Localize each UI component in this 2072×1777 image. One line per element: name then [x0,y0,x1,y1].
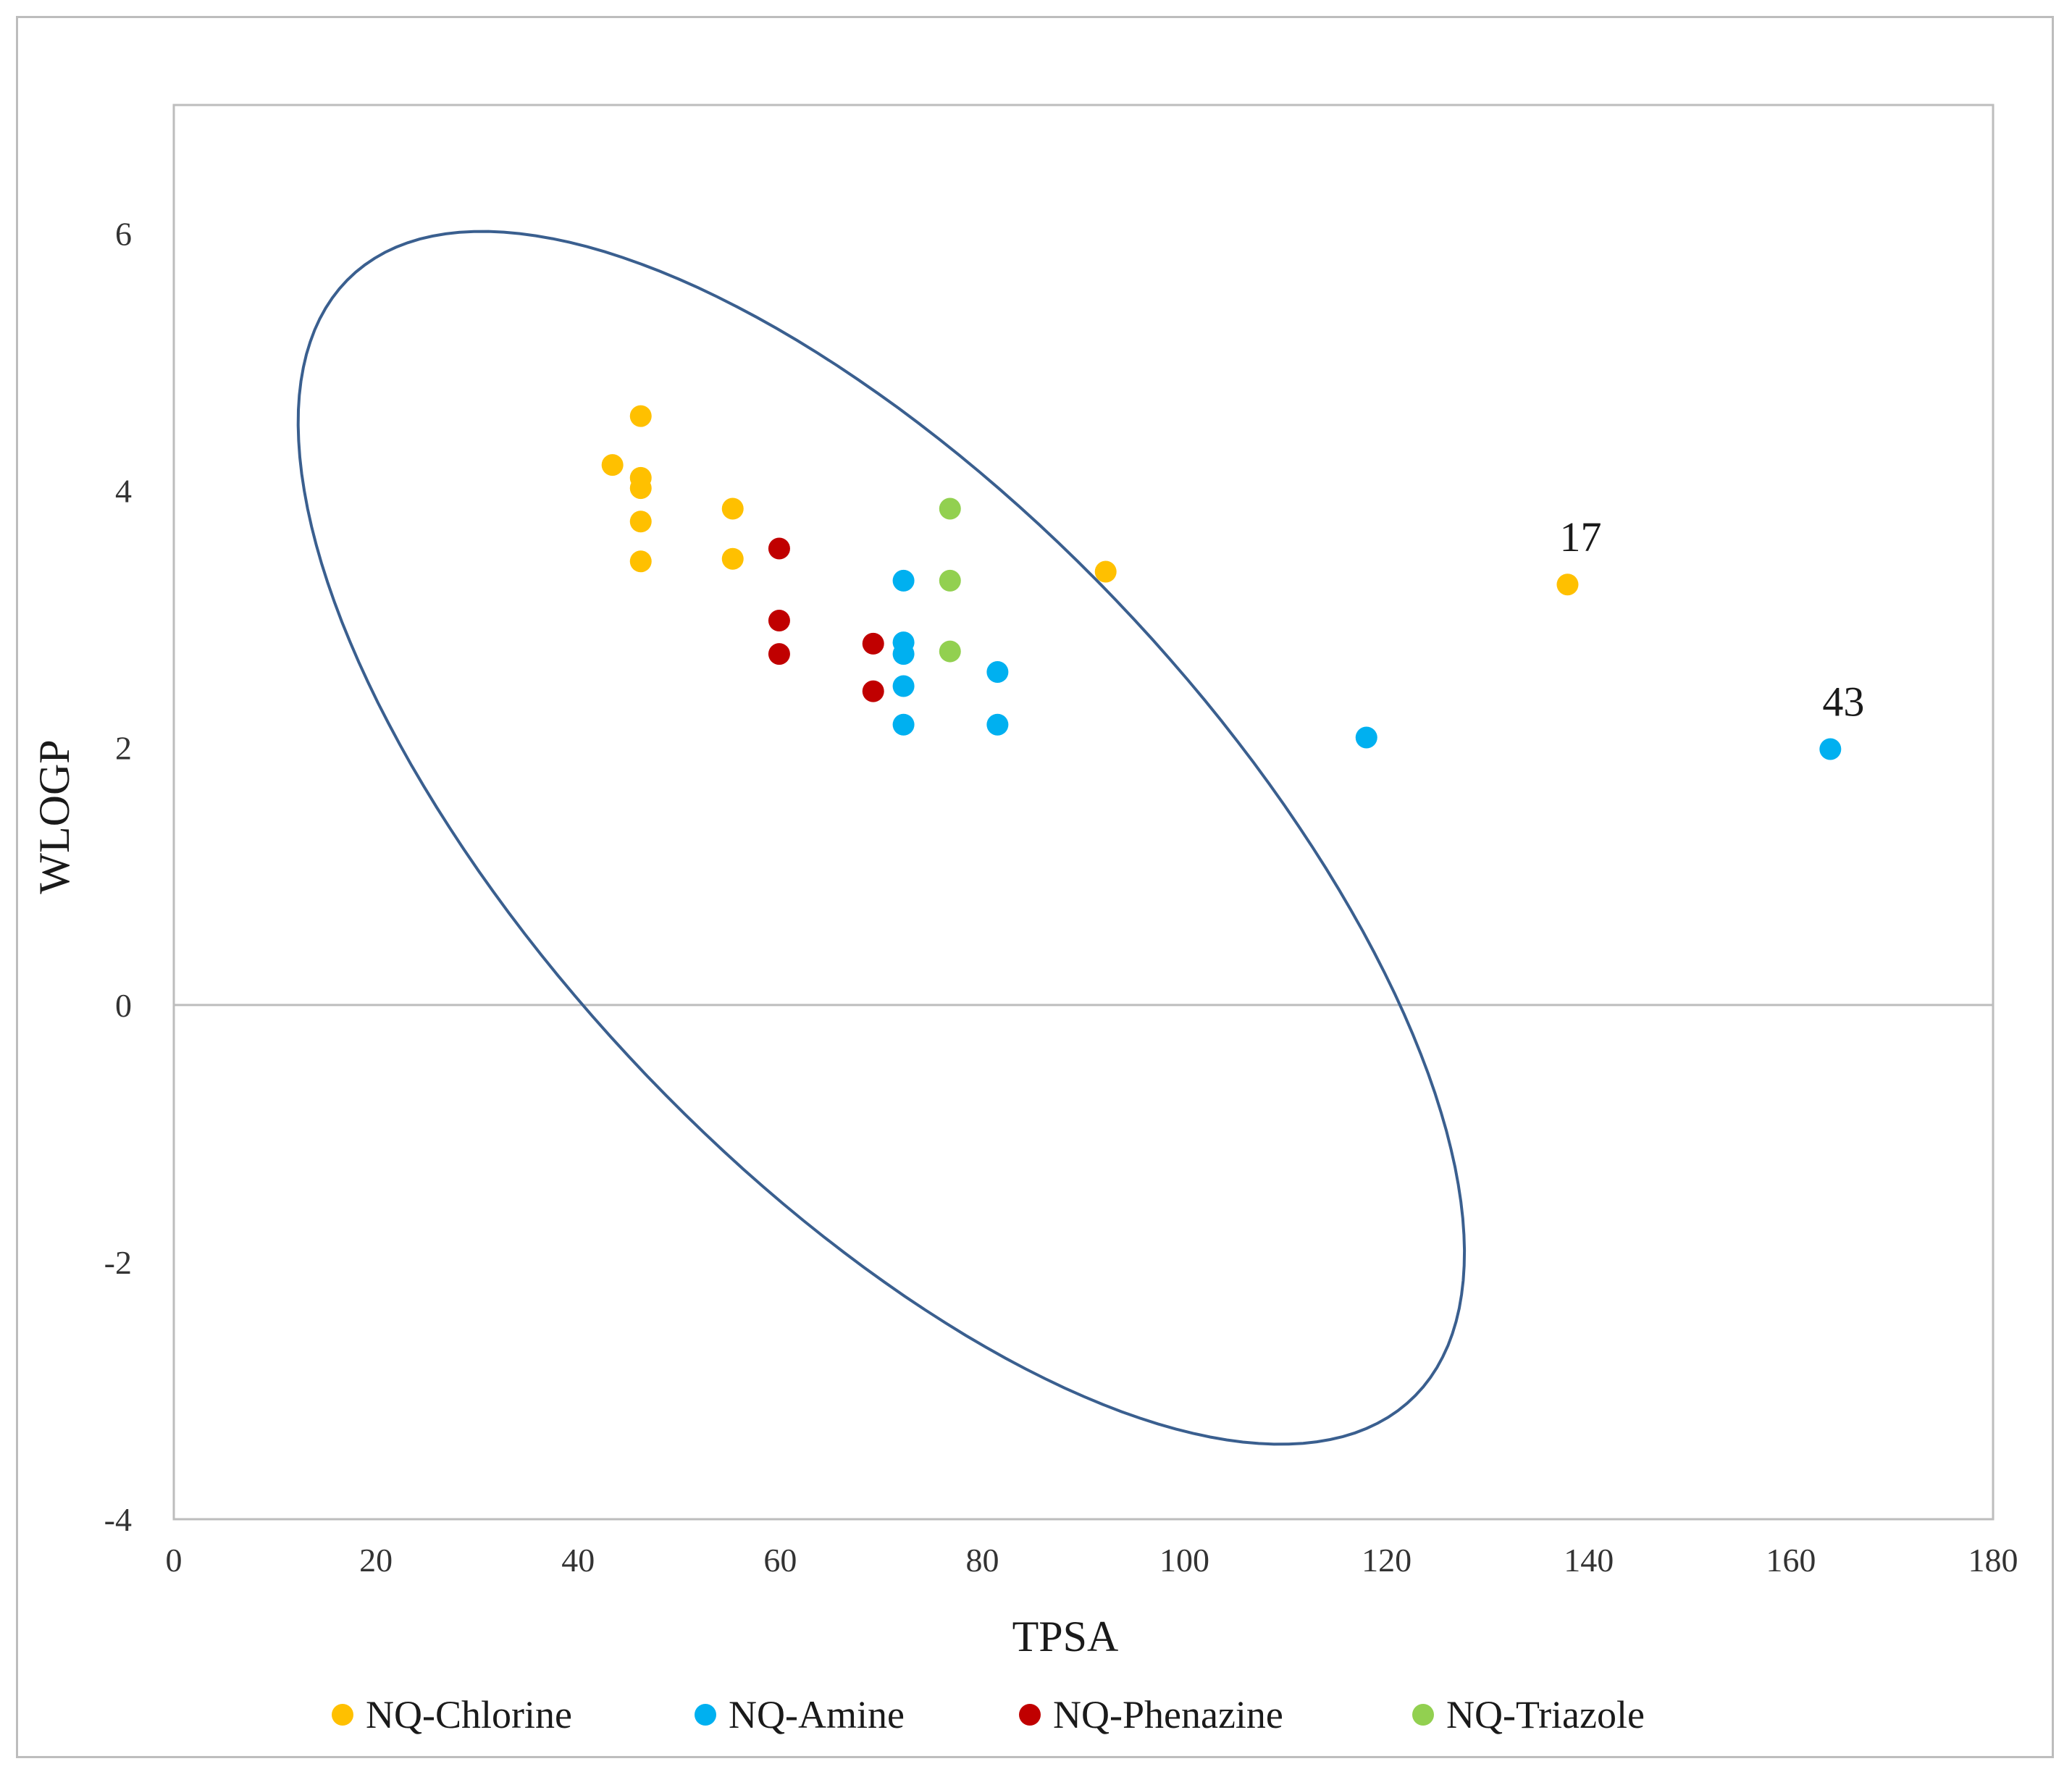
legend-label-nq-phenazine: NQ-Phenazine [1053,1693,1283,1736]
legend-label-nq-triazole: NQ-Triazole [1446,1693,1645,1736]
point-annotation: 17 [1559,513,1601,560]
y-tick-label: 0 [115,987,132,1024]
point-nq-triazole [939,569,961,592]
x-tick-label: 140 [1564,1542,1614,1579]
x-tick-label: 60 [763,1542,797,1579]
point-nq-chlorine [629,550,652,573]
point-nq-chlorine [721,547,744,570]
point-nq-chlorine [721,497,744,520]
point-nq-amine [986,713,1009,736]
x-tick-label: 0 [166,1542,183,1579]
point-nq-amine [892,643,915,665]
drug-likeness-ellipse [296,230,1467,1446]
point-nq-amine [1819,738,1842,760]
x-tick-label: 160 [1766,1542,1816,1579]
point-nq-amine [892,569,915,592]
legend-marker-nq-phenazine [1019,1704,1041,1726]
y-tick-label: 4 [115,473,132,510]
legend-label-nq-amine: NQ-Amine [729,1693,905,1736]
point-nq-chlorine [629,511,652,533]
y-axis-ticks: -4 -2 0 2 4 6 [104,216,132,1538]
x-tick-label: 180 [1968,1542,2018,1579]
point-nq-chlorine [1556,574,1579,596]
x-tick-label: 120 [1362,1542,1412,1579]
point-nq-triazole [939,640,961,663]
legend-marker-nq-triazole [1412,1704,1434,1726]
y-tick-label: 6 [115,216,132,253]
legend-label-nq-chlorine: NQ-Chlorine [366,1693,572,1736]
point-nq-chlorine [629,405,652,427]
point-nq-phenazine [862,632,884,655]
point-nq-amine [892,675,915,697]
plot-area [172,104,1995,1521]
point-nq-chlorine [629,477,652,500]
legend-marker-nq-amine [695,1704,716,1726]
x-tick-label: 20 [359,1542,393,1579]
x-tick-label: 40 [561,1542,595,1579]
x-tick-label: 100 [1159,1542,1209,1579]
point-nq-amine [986,660,1009,683]
y-axis-label: WLOGP [30,739,78,894]
point-nq-chlorine [601,454,624,476]
point-nq-phenazine [768,643,790,665]
point-nq-triazole [939,497,961,520]
point-nq-amine [1355,726,1377,749]
y-tick-label: -2 [104,1244,132,1281]
point-nq-phenazine [768,537,790,560]
point-annotation: 43 [1822,679,1864,726]
legend: NQ-Chlorine NQ-Amine NQ-Phenazine NQ-Triazo… [332,1693,1645,1736]
point-nq-chlorine [1094,560,1117,583]
y-tick-label: -4 [104,1501,132,1538]
data-points [601,405,1842,760]
x-axis-label: TPSA [1012,1613,1119,1660]
x-tick-label: 80 [965,1542,999,1579]
y-tick-label: 2 [115,730,132,767]
point-nq-amine [892,713,915,736]
point-nq-phenazine [768,609,790,631]
x-axis-ticks: 0 20 40 60 80 100 120 140 160 180 [166,1542,2018,1579]
point-nq-phenazine [862,680,884,702]
legend-marker-nq-chlorine [332,1704,353,1726]
